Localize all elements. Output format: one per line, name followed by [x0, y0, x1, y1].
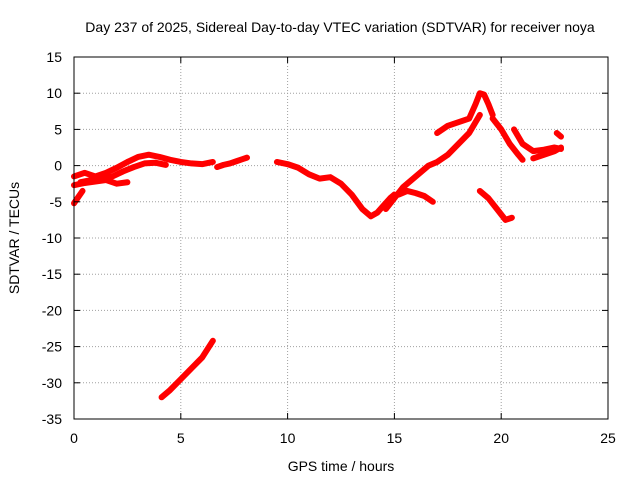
data-series-descent [489, 115, 526, 163]
y-tick-label: 10 [46, 85, 62, 101]
y-tick-label: 15 [46, 49, 62, 65]
grid [74, 57, 608, 419]
chart-title: Day 237 of 2025, Sidereal Day-to-day VTE… [85, 19, 595, 35]
y-axis-label: SDTVAR / TECUs [6, 182, 22, 294]
data-series-late-tip [553, 130, 565, 140]
series-layer [71, 90, 565, 401]
data-series-start-drop [71, 187, 86, 207]
y-tick-label: -25 [42, 339, 62, 355]
data-series-after-gap-1 [214, 154, 251, 171]
x-axis-label: GPS time / hours [288, 458, 395, 474]
y-tick-label: -15 [42, 266, 62, 282]
data-series-rise [382, 111, 483, 213]
data-series-main-lower-1 [77, 159, 169, 186]
data-series-late-right [530, 144, 565, 162]
x-tick-label: 10 [280, 430, 296, 446]
y-tick-label: -35 [42, 411, 62, 427]
data-series-rise-secondary [395, 187, 436, 205]
data-series-main-upper-1 [71, 151, 216, 180]
y-tick-label: -20 [42, 302, 62, 318]
data-series-main-2 [273, 158, 398, 220]
y-tick-label: -10 [42, 230, 62, 246]
y-tick-label: 5 [54, 121, 62, 137]
data-series-negative-line [158, 337, 216, 401]
x-tick-label: 15 [387, 430, 403, 446]
x-tick-label: 0 [70, 430, 78, 446]
data-series-drop-segment [476, 187, 515, 223]
x-tick-label: 5 [177, 430, 185, 446]
x-tick-label: 25 [600, 430, 616, 446]
y-tick-label: 0 [54, 158, 62, 174]
x-tick-label: 20 [493, 430, 509, 446]
y-tick-label: -5 [50, 194, 63, 210]
ticks: 0 5 10 15 20 25 15 10 5 0 -5 -10 -15 -20 -25 -30 -35 [42, 49, 616, 446]
data-series-peak [434, 90, 496, 137]
y-tick-label: -30 [42, 375, 62, 391]
